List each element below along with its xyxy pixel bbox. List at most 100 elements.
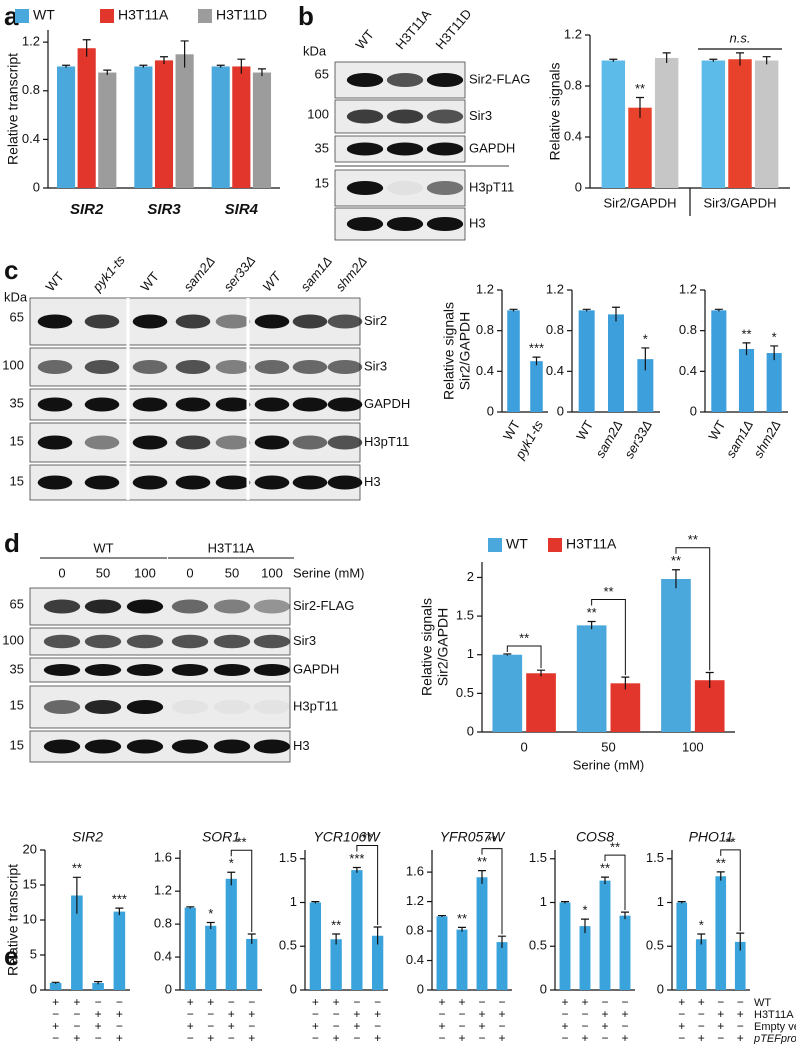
chart-title: YFR057W (440, 829, 506, 845)
condition-sign: + (73, 995, 80, 1009)
condition-sign: + (333, 1031, 340, 1044)
band (175, 397, 211, 412)
kda-marker: 65 (315, 66, 329, 81)
x-tick-label: SIR3 (147, 201, 181, 218)
chart-title: SIR2 (72, 829, 103, 845)
bar (92, 983, 104, 990)
bracket (604, 854, 626, 911)
y-tick-label: 0.8 (154, 916, 172, 931)
band (346, 142, 384, 156)
y-tick-label: 0 (290, 981, 297, 996)
band (126, 599, 164, 614)
y-tick-label: 1.2 (154, 883, 172, 898)
y-tick-label: 1.2 (22, 34, 40, 49)
bracket-label: ** (610, 840, 620, 855)
bar (371, 935, 384, 990)
band (253, 664, 291, 676)
error-bar (762, 56, 771, 65)
legend-swatch (488, 538, 502, 552)
band (327, 435, 363, 450)
band-label: H3pT11 (364, 434, 409, 449)
band (215, 475, 251, 490)
error-bar (742, 342, 751, 356)
significance: ** (587, 605, 597, 620)
bar (211, 66, 230, 188)
condition-sign: − (678, 1007, 685, 1021)
condition-sign: + (207, 1031, 214, 1044)
condition-sign: + (353, 1019, 360, 1033)
condition-sign: − (374, 995, 381, 1009)
bar (436, 916, 448, 990)
lane-label: 0 (186, 565, 193, 580)
bar (49, 983, 62, 990)
bar (246, 938, 258, 990)
error-bar (532, 356, 541, 366)
condition-sign: − (717, 1031, 724, 1044)
bracket (675, 547, 711, 671)
condition-sign: + (116, 1007, 123, 1021)
condition-sign: + (601, 1007, 608, 1021)
group-label: n.s. (730, 30, 751, 45)
y-tick-label: 0.5 (456, 685, 474, 700)
y-tick-label: 20 (23, 841, 37, 856)
y-axis-label: Relative signals (419, 598, 435, 696)
x-tick-label: WT (573, 418, 596, 443)
x-tick-label: 0 (521, 739, 528, 754)
band (215, 360, 251, 374)
bar (599, 880, 611, 990)
significance: * (229, 856, 234, 871)
condition-sign: + (717, 1007, 724, 1021)
bracket (481, 848, 503, 935)
condition-label: pTEFpro-SIR2 (753, 1033, 796, 1044)
band (84, 314, 120, 329)
band (132, 397, 168, 412)
error-bar (537, 669, 546, 677)
y-axis-label: Relative transcript (5, 53, 21, 165)
x-tick-label: Sir2/GAPDH (604, 195, 677, 210)
condition-sign: + (561, 1019, 568, 1033)
y-tick-label: 1 (290, 894, 297, 909)
condition-sign: + (353, 1007, 360, 1021)
condition-sign: + (438, 995, 445, 1009)
band (43, 700, 81, 714)
band (171, 739, 209, 754)
significance: * (772, 329, 777, 344)
band (84, 634, 122, 649)
condition-sign: − (52, 1007, 59, 1021)
y-tick-label: 0.8 (679, 322, 697, 337)
bar (134, 66, 153, 188)
error-bar (621, 911, 629, 920)
y-tick-label: 0 (165, 981, 172, 996)
error-bar (716, 871, 725, 881)
band (327, 397, 363, 412)
significance: ** (600, 861, 610, 876)
bar (351, 870, 363, 990)
bar (98, 72, 117, 188)
significance: * (582, 903, 587, 918)
band (84, 664, 122, 676)
error-bar (478, 870, 486, 884)
condition-sign: + (95, 1019, 102, 1033)
condition-sign: − (737, 995, 744, 1009)
y-tick-label: 0 (557, 403, 564, 418)
y-axis-label: Relative signals (441, 302, 457, 400)
condition-sign: − (187, 1007, 194, 1021)
band (346, 73, 384, 87)
band-label: GAPDH (293, 661, 339, 676)
y-tick-label: 0.8 (564, 77, 582, 92)
y-tick-label: 0 (487, 403, 494, 418)
bar (507, 310, 520, 412)
error-bar (227, 871, 236, 886)
condition-sign: + (478, 1019, 485, 1033)
lane-label: H3T11D (432, 6, 474, 52)
lane-label: shm2Δ (332, 253, 370, 294)
band (346, 217, 384, 231)
significance: * (699, 917, 704, 932)
lane-label: 50 (225, 565, 239, 580)
bar (654, 57, 679, 189)
band (254, 435, 290, 450)
bar (330, 939, 342, 990)
band (426, 73, 464, 87)
bar (619, 915, 631, 990)
band (213, 599, 251, 614)
